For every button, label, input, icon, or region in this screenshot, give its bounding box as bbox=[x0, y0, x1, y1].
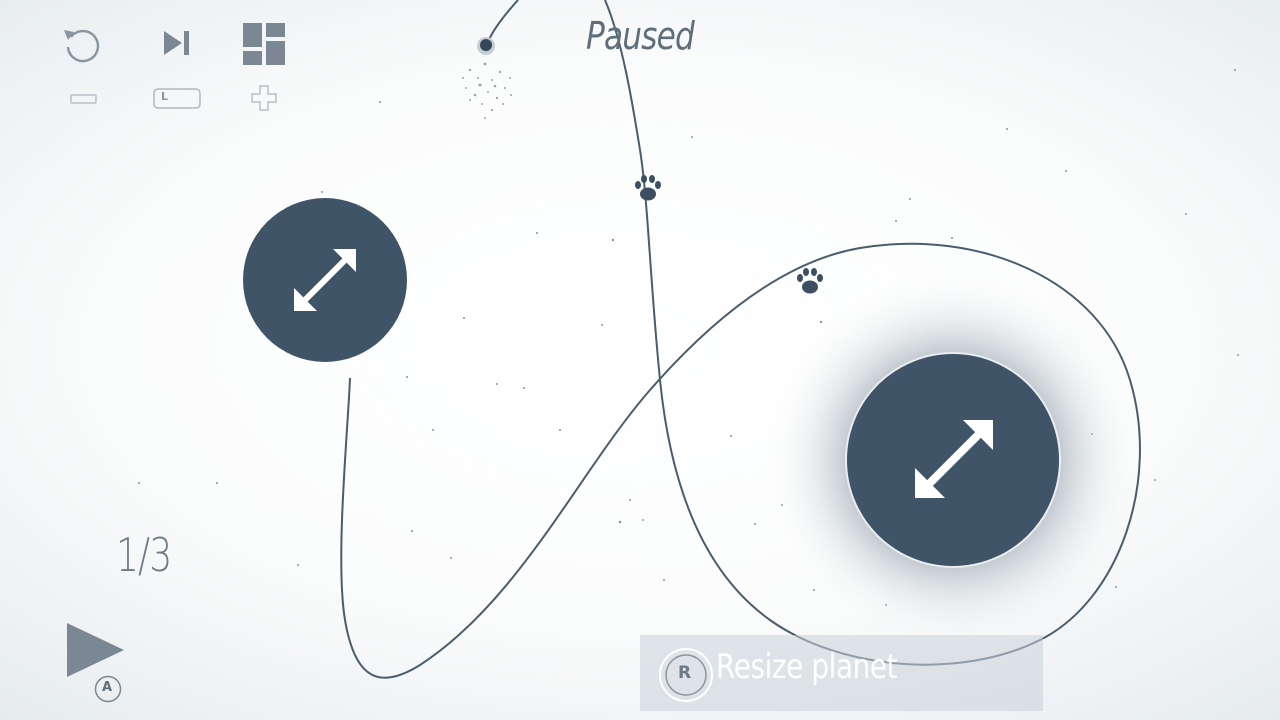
a-key-label: A bbox=[102, 680, 113, 695]
level-menu-button[interactable] bbox=[242, 22, 286, 66]
undo-button[interactable] bbox=[60, 22, 106, 68]
a-key-hint: A bbox=[94, 675, 122, 703]
l-key-label: L bbox=[161, 90, 169, 103]
skip-level-button[interactable] bbox=[160, 26, 196, 62]
paw-print-icon bbox=[797, 268, 823, 294]
undo-icon bbox=[64, 29, 100, 63]
r-button-icon bbox=[659, 648, 713, 702]
skip-forward-icon bbox=[164, 31, 189, 55]
l-key-hint: L bbox=[153, 88, 201, 109]
minus-button-icon bbox=[70, 94, 97, 104]
l-button-icon bbox=[153, 88, 201, 109]
resize-arrows-icon bbox=[294, 249, 356, 311]
tooltip-text: Resize planet bbox=[716, 647, 898, 687]
level-grid-icon bbox=[243, 23, 285, 65]
plus-key-hint bbox=[250, 84, 278, 112]
play-icon bbox=[67, 623, 124, 677]
paused-label: Paused bbox=[586, 14, 695, 58]
comet-trail bbox=[462, 62, 512, 119]
level-counter: 1/3 bbox=[116, 528, 172, 582]
a-button-icon bbox=[94, 675, 122, 703]
resize-arrows-icon bbox=[915, 420, 993, 498]
minus-key-hint bbox=[70, 91, 98, 105]
resize-planet-tooltip: R Resize planet bbox=[640, 635, 1043, 711]
r-key-hint: R bbox=[658, 647, 714, 703]
paw-print-icon bbox=[635, 175, 661, 201]
comet-head bbox=[480, 39, 492, 51]
planet-small[interactable] bbox=[243, 198, 407, 362]
r-key-label: R bbox=[678, 663, 692, 683]
planet-large[interactable] bbox=[845, 352, 1061, 568]
plus-button-icon bbox=[251, 85, 277, 111]
play-button[interactable] bbox=[66, 622, 126, 678]
